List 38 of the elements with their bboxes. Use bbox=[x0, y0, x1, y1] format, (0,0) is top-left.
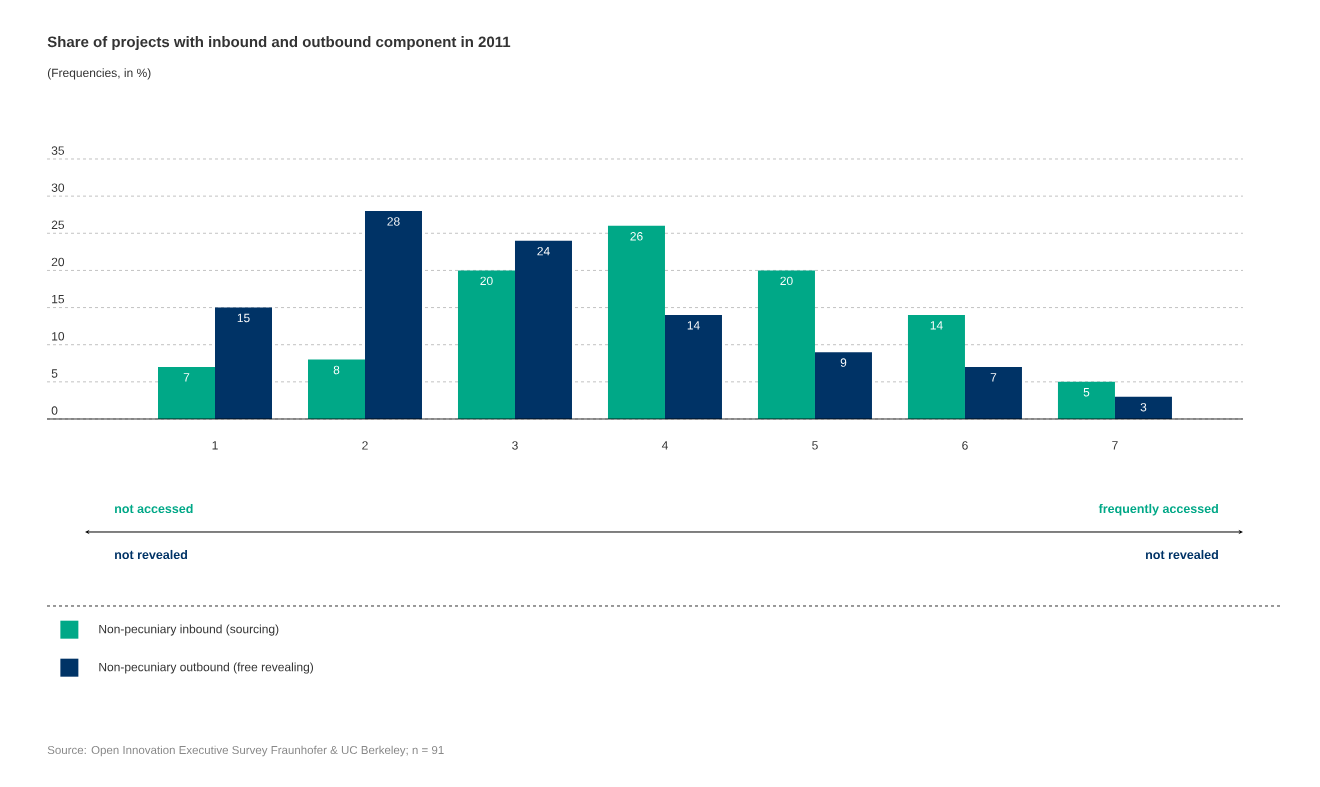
x-tick-label: 3 bbox=[512, 441, 518, 450]
data-label: 20 bbox=[780, 276, 793, 286]
x-tick-label: 7 bbox=[1112, 441, 1118, 450]
y-tick-label: 0 bbox=[51, 406, 58, 415]
text: frequently accessed bbox=[1098, 503, 1218, 516]
data-label: 20 bbox=[480, 276, 493, 286]
y-tick-label: 15 bbox=[52, 295, 65, 304]
data-label: 3 bbox=[1140, 402, 1147, 412]
text: not revealed bbox=[115, 549, 187, 560]
y-tick-label: 5 bbox=[51, 369, 58, 378]
legend-label: Non-pecuniary outbound (free revealing) bbox=[99, 662, 314, 674]
data-label: 8 bbox=[333, 365, 340, 375]
source-note: Source: Open Innovation Executive Survey Fraunhofer & UC Berkeley; n = 91 bbox=[47, 745, 444, 757]
data-label: 14 bbox=[930, 321, 943, 330]
text: not accessed bbox=[115, 503, 193, 514]
data-label: 9 bbox=[840, 358, 847, 367]
data-label: 14 bbox=[687, 321, 700, 330]
y-tick-label: 10 bbox=[52, 332, 65, 341]
data-label: 24 bbox=[537, 246, 550, 256]
x-tick-label: 6 bbox=[962, 441, 968, 450]
data-label: 15 bbox=[237, 313, 250, 323]
y-tick-label: 25 bbox=[51, 220, 65, 230]
data-label: 28 bbox=[387, 217, 400, 226]
data-label: 26 bbox=[630, 232, 643, 241]
data-label: 5 bbox=[1083, 388, 1090, 397]
chart-title: Share of projects with inbound and outbound component in 2011 bbox=[47, 36, 511, 51]
legend-label: Non-pecuniary inbound (sourcing) bbox=[99, 624, 279, 636]
x-tick-label: 5 bbox=[812, 441, 818, 450]
data-label: 7 bbox=[990, 373, 997, 382]
y-tick-label: 20 bbox=[51, 257, 65, 267]
data-label: 7 bbox=[183, 373, 190, 382]
x-tick-label: 2 bbox=[362, 441, 368, 450]
chart-subtitle: (Frequencies, in %) bbox=[47, 68, 151, 80]
y-tick-label: 30 bbox=[51, 183, 65, 192]
x-tick-label: 1 bbox=[212, 441, 218, 450]
x-tick-label: 4 bbox=[661, 441, 668, 450]
y-tick-label: 35 bbox=[51, 146, 65, 155]
text: not revealed bbox=[1146, 549, 1218, 560]
